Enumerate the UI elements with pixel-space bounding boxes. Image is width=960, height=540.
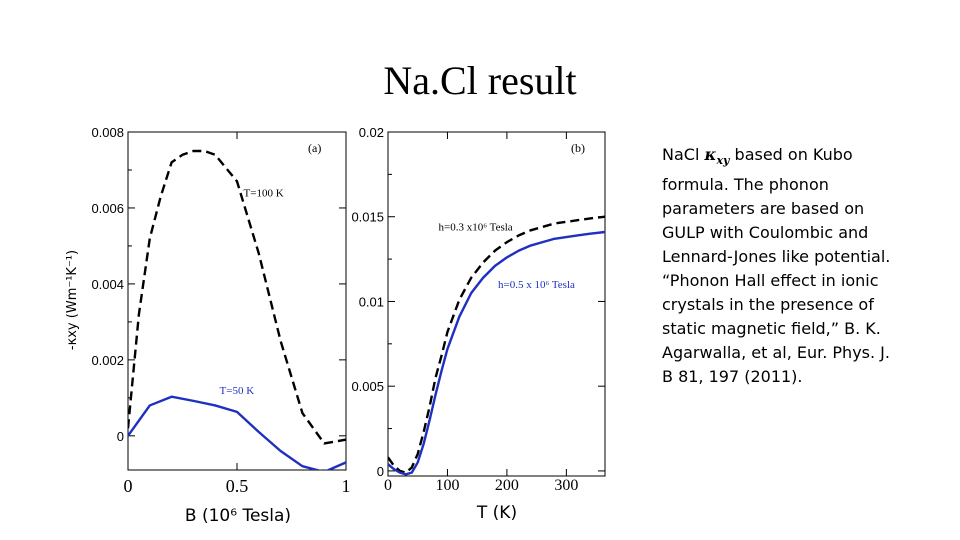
x-tick-label: 0.5: [226, 476, 249, 496]
y-tick-label: 0.005: [351, 379, 384, 394]
x-tick-label: 1: [342, 476, 351, 496]
caption-text: NaCl κxy based on Kubo formula. The phon…: [662, 143, 894, 389]
x-tick-label: 100: [435, 477, 459, 494]
kappa-xy-symbol: κxy: [704, 145, 730, 168]
panel-label: (a): [308, 141, 321, 155]
series-line: [388, 215, 605, 474]
panel-label: (b): [571, 141, 585, 155]
slide-title: Na.Cl result: [383, 58, 577, 103]
y-tick-label: 0.015: [351, 210, 384, 225]
y-tick-label: 0: [117, 429, 124, 444]
y-tick-label: 0.01: [359, 294, 384, 309]
series-line: [128, 395, 346, 470]
y-tick-label: 0: [377, 464, 384, 479]
y-tick-label: 0.004: [91, 277, 124, 292]
series-annotation: T=100 K: [244, 188, 284, 200]
y-tick-label: 0.02: [359, 125, 384, 140]
caption-body: based on Kubo formula. The phonon parame…: [662, 145, 891, 387]
x-axis-label: B (10⁶ Tesla): [185, 506, 291, 526]
y-tick-label: 0.002: [91, 353, 124, 368]
x-tick-label: 0: [384, 477, 392, 494]
plot-frame: [387, 131, 606, 477]
y-tick-label: 0.008: [91, 125, 124, 140]
x-tick-label: 0: [124, 476, 133, 496]
y-tick-label: 0.006: [91, 201, 124, 216]
series-annotation: h=0.5 x 10⁶ Tesla: [498, 279, 575, 291]
series-annotation: T=50 K: [220, 385, 255, 397]
y-axis-label: -κxy (Wm⁻¹K⁻¹): [65, 250, 80, 350]
x-axis-label: T (K): [476, 503, 517, 523]
x-tick-label: 200: [495, 477, 519, 494]
x-tick-label: 300: [554, 477, 578, 494]
series-line: [388, 230, 605, 476]
series-annotation: h=0.3 x10⁶ Tesla: [439, 221, 513, 233]
series-line: [128, 149, 346, 445]
caption-prefix: NaCl: [662, 145, 700, 164]
